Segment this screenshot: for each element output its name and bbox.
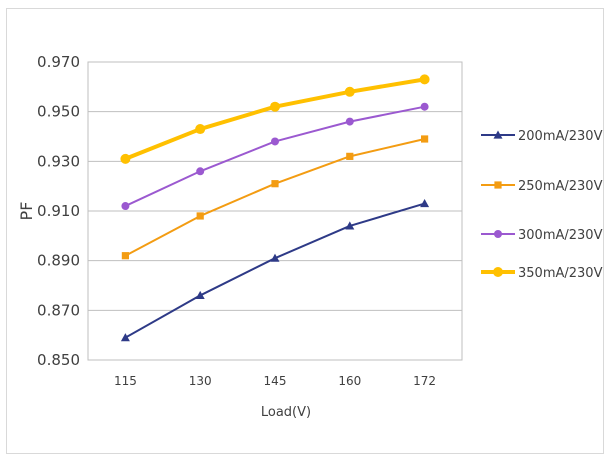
data-point [494, 230, 502, 238]
legend-label: 350mA/230V [518, 266, 603, 281]
legend-item: 200mA/230V [481, 129, 603, 144]
data-point [196, 212, 204, 220]
data-point [195, 124, 206, 135]
x-tick-label: 160 [338, 374, 361, 388]
series-3 [121, 102, 429, 211]
data-point [345, 221, 355, 230]
data-point [419, 74, 430, 85]
data-point [420, 199, 430, 208]
data-point [270, 253, 280, 262]
x-axis-title: Load(V) [261, 405, 311, 420]
y-tick-label: 0.890 [37, 252, 80, 270]
legend-label: 250mA/230V [518, 179, 603, 194]
x-axis-ticks: 115 130 145 160 172 [114, 374, 436, 388]
data-point [195, 290, 205, 300]
y-axis-ticks: 0.970 0.950 0.930 0.910 0.890 0.870 0.850 [37, 53, 80, 369]
series-layer [120, 74, 430, 342]
x-tick-label: 130 [189, 374, 212, 388]
legend-item: 250mA/230V [481, 179, 603, 194]
series-1 [120, 199, 430, 342]
legend: 200mA/230V 250mA/230V 300mA/230V 350mA/230V [481, 129, 603, 281]
x-tick-label: 145 [264, 374, 287, 388]
y-tick-label: 0.850 [37, 351, 80, 369]
y-tick-label: 0.930 [37, 152, 80, 170]
legend-item: 300mA/230V [481, 228, 603, 243]
series-2 [121, 135, 429, 260]
legend-label: 300mA/230V [518, 228, 603, 243]
data-point [345, 117, 354, 126]
data-point [494, 181, 502, 189]
gridlines [88, 111, 462, 311]
data-point [270, 101, 280, 112]
data-point [346, 152, 354, 160]
data-point [196, 167, 205, 176]
data-point [271, 180, 279, 188]
data-point [493, 267, 503, 277]
y-tick-label: 0.910 [37, 202, 80, 220]
series-4 [120, 74, 430, 164]
data-point [421, 135, 429, 143]
legend-item: 350mA/230V [481, 266, 603, 281]
data-point [493, 130, 503, 139]
x-tick-label: 115 [114, 374, 137, 388]
data-point [121, 252, 129, 260]
data-point [120, 333, 130, 342]
x-tick-label: 172 [413, 374, 436, 388]
y-axis-title: PF [17, 202, 36, 221]
data-point [121, 202, 130, 211]
y-tick-label: 0.870 [37, 301, 80, 319]
data-point [420, 102, 429, 111]
data-point [120, 153, 131, 164]
data-point [344, 86, 355, 97]
data-point [271, 137, 279, 146]
y-tick-label: 0.970 [37, 53, 80, 71]
y-tick-label: 0.950 [37, 103, 80, 121]
legend-label: 200mA/230V [518, 129, 603, 144]
